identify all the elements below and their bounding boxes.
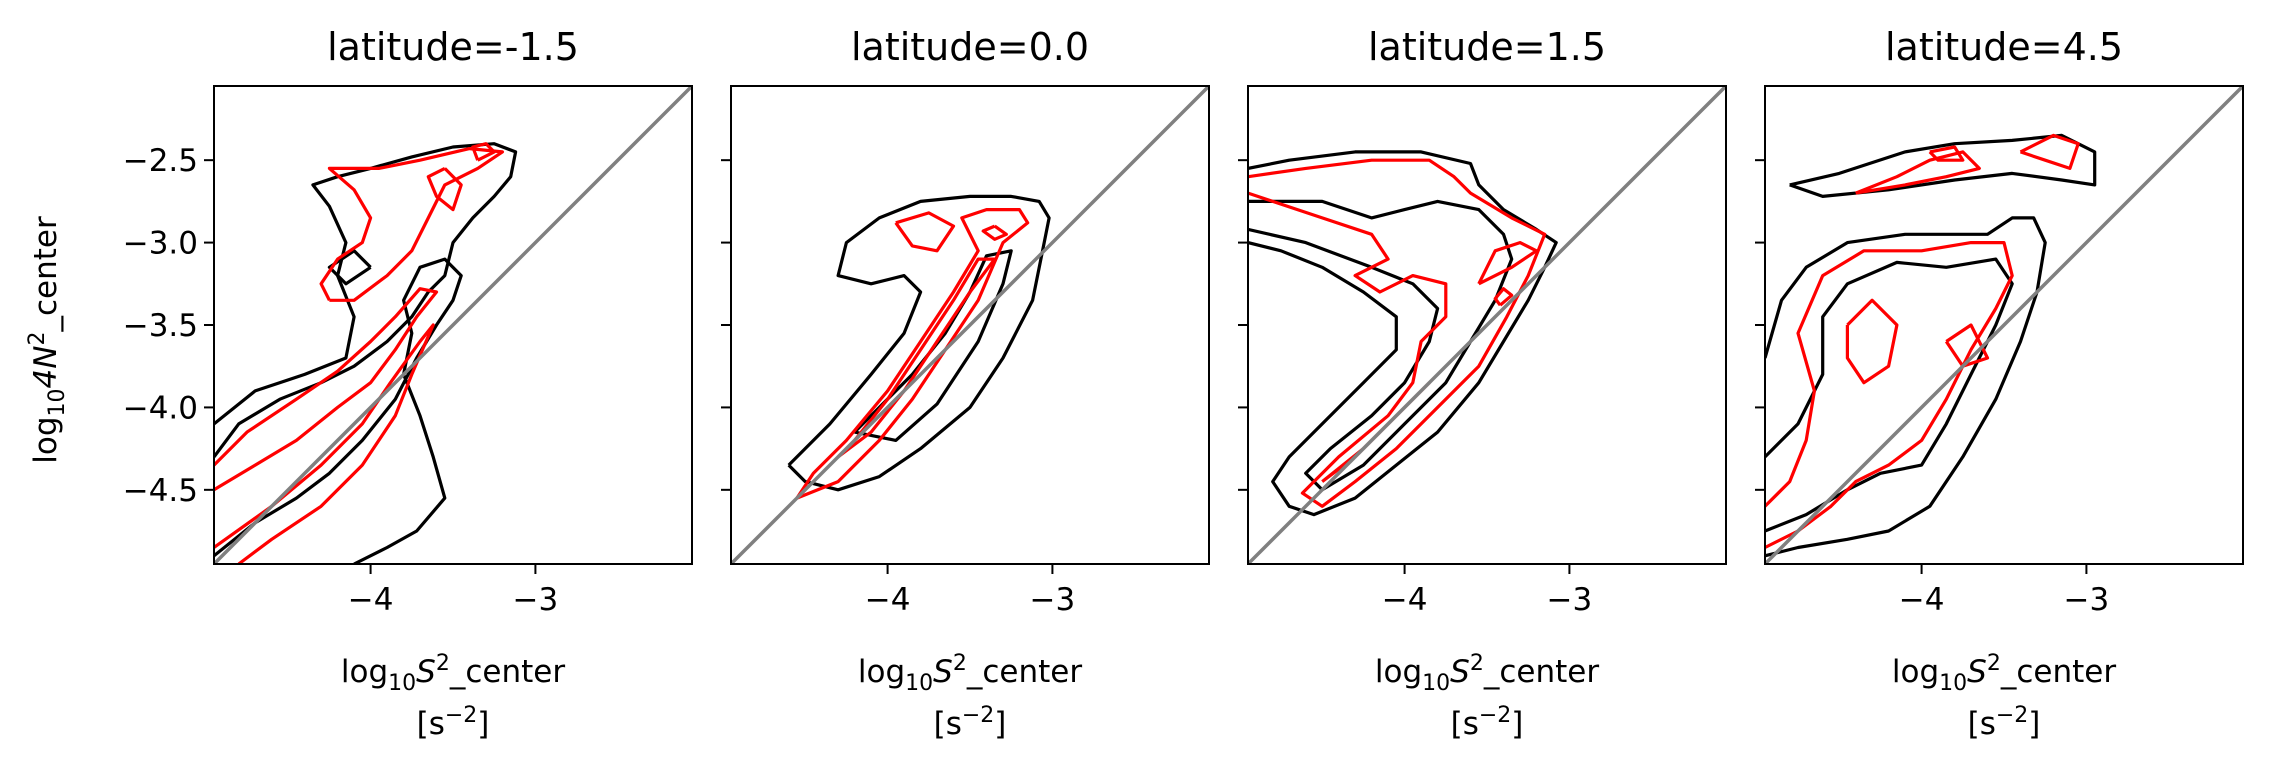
red-contour-4: [1855, 150, 1981, 195]
y-axis-label: log104N2_center: [25, 216, 70, 464]
panel-title: latitude=4.5: [1885, 25, 2123, 69]
x-tick-label: −4: [1899, 582, 1945, 618]
black-contour-2: [214, 257, 463, 564]
red-contour-1: [1765, 241, 2014, 549]
plot-area: [1765, 86, 2243, 564]
red-contour-1: [795, 208, 1030, 500]
panel-title: latitude=-1.5: [327, 25, 579, 69]
red-contour-6: [1928, 145, 1965, 162]
red-contour-4: [1493, 287, 1514, 307]
panel-title: latitude=1.5: [1368, 25, 1606, 69]
red-contour-3: [894, 211, 956, 253]
x-axis-unit: [s−2]: [417, 703, 490, 742]
black-contour-3: [1765, 257, 2014, 533]
red-contour-4: [426, 166, 463, 212]
x-tick-label: −3: [1030, 582, 1076, 618]
x-tick-label: −3: [1547, 582, 1593, 618]
black-contour-2: [1765, 216, 2047, 558]
panel-title: latitude=0.0: [851, 25, 1089, 69]
reference-line: [214, 86, 692, 564]
black-contour-2: [1248, 199, 1514, 492]
x-axis-unit: [s−2]: [934, 703, 1007, 742]
red-contour-1: [214, 287, 439, 492]
panel-4: latitude=4.5 −4 −3 log10S2_center [s−2]: [1755, 25, 2244, 742]
x-axis-unit: [s−2]: [1968, 703, 2041, 742]
reference-line: [731, 86, 1209, 564]
black-contour-1: [214, 142, 518, 458]
x-axis-label: log10S2_center: [858, 651, 1082, 696]
red-contour-5: [2019, 133, 2080, 170]
reference-line: [1765, 86, 2243, 564]
x-tick-label: −3: [2064, 582, 2110, 618]
x-axis-label: log10S2_center: [1892, 651, 2116, 696]
plot-area: [731, 86, 1209, 564]
x-axis-label: log10S2_center: [1375, 651, 1599, 696]
y-tick-label: −2.5: [123, 143, 198, 179]
red-contour-2: [214, 323, 435, 564]
x-tick-label: −4: [1382, 582, 1428, 618]
red-contour-3: [319, 147, 504, 302]
red-contour-5: [471, 142, 496, 162]
black-contour-3: [327, 249, 372, 286]
black-contour-1: [1248, 150, 1558, 517]
plot-area: [214, 86, 692, 564]
black-contour-1: [787, 194, 1051, 492]
black-contour-1: [1789, 133, 2097, 198]
x-tick-label: −4: [865, 582, 911, 618]
panel-2: latitude=0.0 −4 −3 log10S2_center [s−2]: [721, 25, 1210, 742]
x-tick-label: −4: [348, 582, 394, 618]
panel-3: latitude=1.5 −4 −3 log10S2_center [s−2]: [1238, 25, 1727, 742]
red-contour-4: [981, 224, 1008, 241]
red-contour-2: [1477, 241, 1539, 286]
panels-group: latitude=-1.5 −4 −3 −2.5 −3.0 −3.5 −4.0 −4.5 log…: [123, 25, 2244, 742]
panel-1: latitude=-1.5 −4 −3 −2.5 −3.0 −3.5 −4.0 −4.5 log…: [123, 25, 693, 742]
x-tick-label: −3: [513, 582, 559, 618]
plot-area: [1248, 86, 1726, 564]
y-tick-label: −3.5: [123, 308, 198, 344]
x-axis-unit: [s−2]: [1451, 703, 1524, 742]
y-tick-label: −4.5: [123, 473, 198, 509]
reference-line: [1248, 86, 1726, 564]
red-contour-2: [1845, 298, 1899, 385]
y-tick-label: −3.0: [123, 226, 198, 262]
x-axis-label: log10S2_center: [341, 651, 565, 696]
red-contour-3: [1944, 323, 1990, 368]
svg-text:log104N2_center: log104N2_center: [25, 216, 70, 464]
y-tick-label: −4.0: [123, 390, 198, 426]
